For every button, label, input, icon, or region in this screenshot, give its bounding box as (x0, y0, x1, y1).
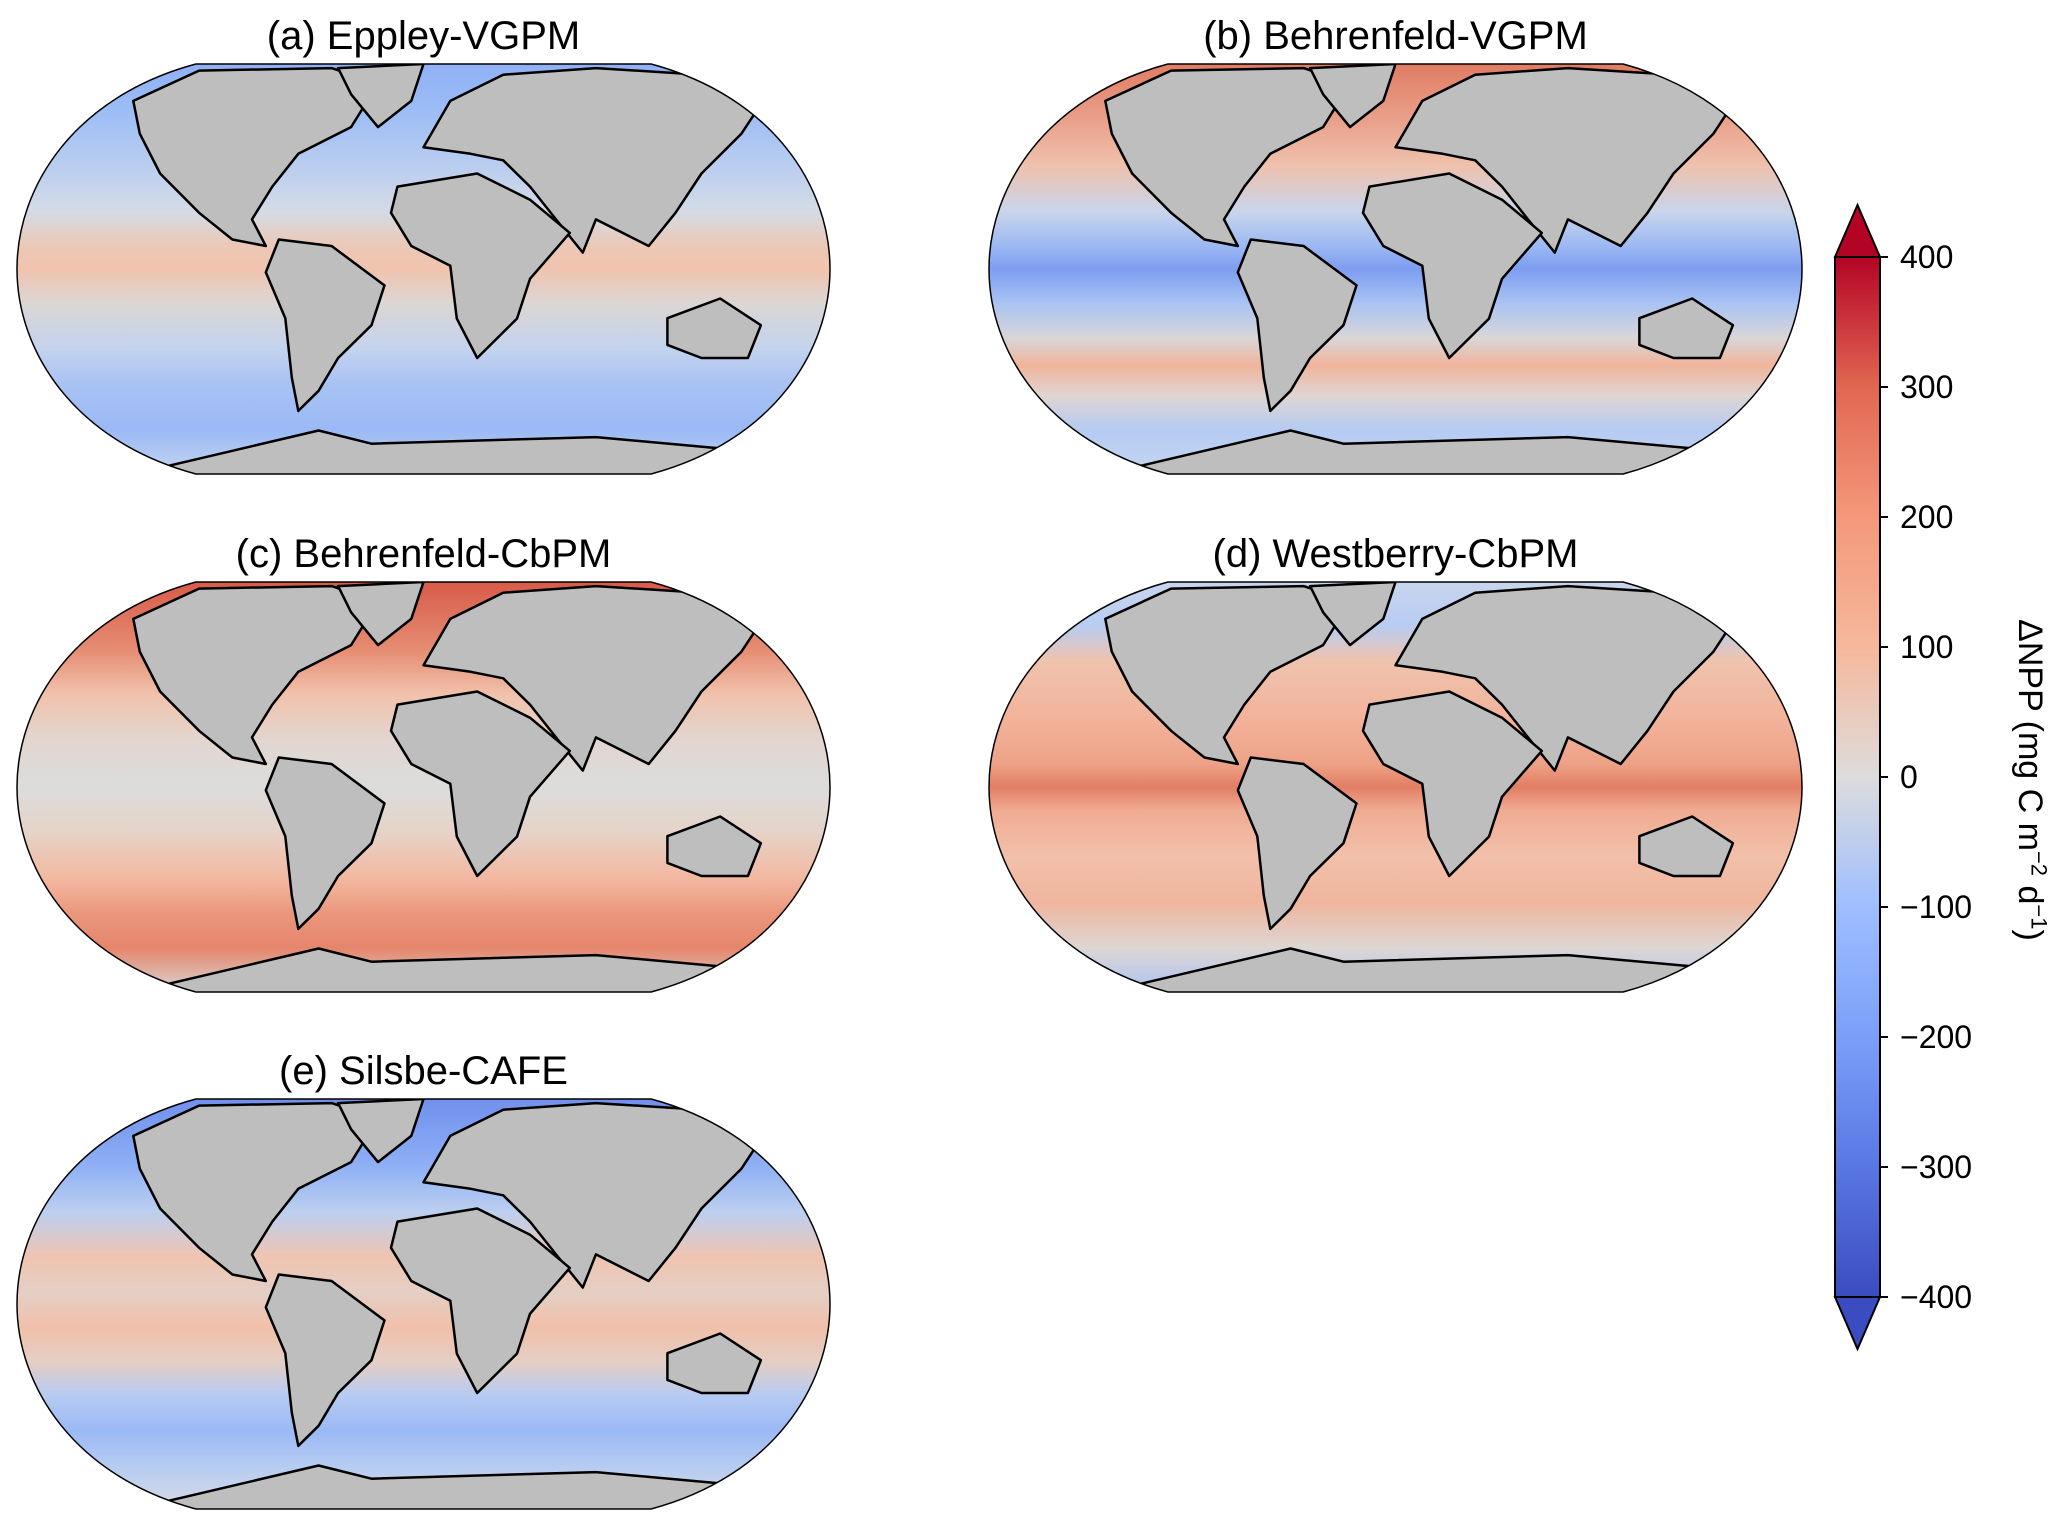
colorbar-gradient (1834, 256, 1881, 1298)
colorbar-tick-label: 400 (1900, 239, 1954, 275)
land-south-america (264, 756, 386, 931)
world-map (16, 1098, 831, 1510)
panel-title: (d) Westberry-CbPM (1212, 532, 1579, 576)
land-south-america (1236, 756, 1358, 931)
land-eurasia (422, 1101, 769, 1289)
land-south-america (1236, 238, 1358, 413)
land-antarctica (97, 947, 791, 992)
land-africa (1361, 690, 1544, 878)
colorbar-tick-label: 100 (1900, 629, 1954, 665)
colorbar-tick-label: 0 (1900, 759, 1918, 795)
land-eurasia (1394, 66, 1741, 254)
land-australia (1638, 297, 1735, 360)
colorbar-extend-max (1833, 202, 1882, 258)
land-australia (666, 815, 763, 878)
map-boundary (988, 581, 1803, 993)
world-map (988, 63, 1803, 475)
land-antarctica (97, 429, 791, 474)
land-eurasia (422, 66, 769, 254)
colorbar-label-exp: −2 (2026, 850, 2052, 877)
colorbar-tick-label: −300 (1900, 1149, 1973, 1185)
panel-title: (e) Silsbe-CAFE (279, 1049, 568, 1093)
land-africa (389, 1207, 572, 1395)
land-south-america (264, 238, 386, 413)
map-panel-a: (a) Eppley-VGPM (16, 12, 831, 475)
land-australia (1638, 815, 1735, 878)
land-australia (666, 1332, 763, 1395)
map-boundary (16, 581, 831, 993)
panel-title: (b) Behrenfeld-VGPM (1203, 14, 1588, 58)
map-boundary (988, 63, 1803, 475)
colorbar-label-text: d (2011, 876, 2049, 905)
world-map (16, 581, 831, 993)
colorbar-label-text: ΔNPP (mg C m (2011, 619, 2049, 851)
land-africa (389, 690, 572, 878)
colorbar-label-exp: −1 (2026, 904, 2052, 930)
map-boundary (16, 1098, 831, 1510)
panel-title: (a) Eppley-VGPM (266, 14, 581, 58)
map-panel-b: (b) Behrenfeld-VGPM (988, 12, 1803, 475)
colorbar-extend-min (1833, 1296, 1882, 1352)
colorbar-tick-label: −100 (1900, 889, 1973, 925)
map-boundary (16, 63, 831, 475)
colorbar-tick-label: 200 (1900, 499, 1954, 535)
panel-title: (c) Behrenfeld-CbPM (235, 532, 612, 576)
colorbar-label-text: ) (2011, 929, 2049, 941)
land-eurasia (422, 584, 769, 772)
colorbar-tick-label: −200 (1900, 1019, 1973, 1055)
colorbar-title: ΔNPP (mg C m−2 d−1) (2010, 619, 2052, 941)
colorbar-tick-label: 300 (1900, 369, 1954, 405)
land-africa (389, 172, 572, 360)
map-panel-e: (e) Silsbe-CAFE (16, 1047, 831, 1510)
land-antarctica (1069, 947, 1763, 992)
world-map (16, 63, 831, 475)
colorbar-tick-label: −400 (1900, 1279, 1973, 1315)
map-panel-d: (d) Westberry-CbPM (988, 530, 1803, 993)
land-antarctica (97, 1464, 791, 1509)
colorbar (1833, 202, 1888, 1352)
land-africa (1361, 172, 1544, 360)
land-antarctica (1069, 429, 1763, 474)
land-australia (666, 297, 763, 360)
land-eurasia (1394, 584, 1741, 772)
land-south-america (264, 1273, 386, 1448)
map-panel-c: (c) Behrenfeld-CbPM (16, 530, 831, 993)
world-map (988, 581, 1803, 993)
